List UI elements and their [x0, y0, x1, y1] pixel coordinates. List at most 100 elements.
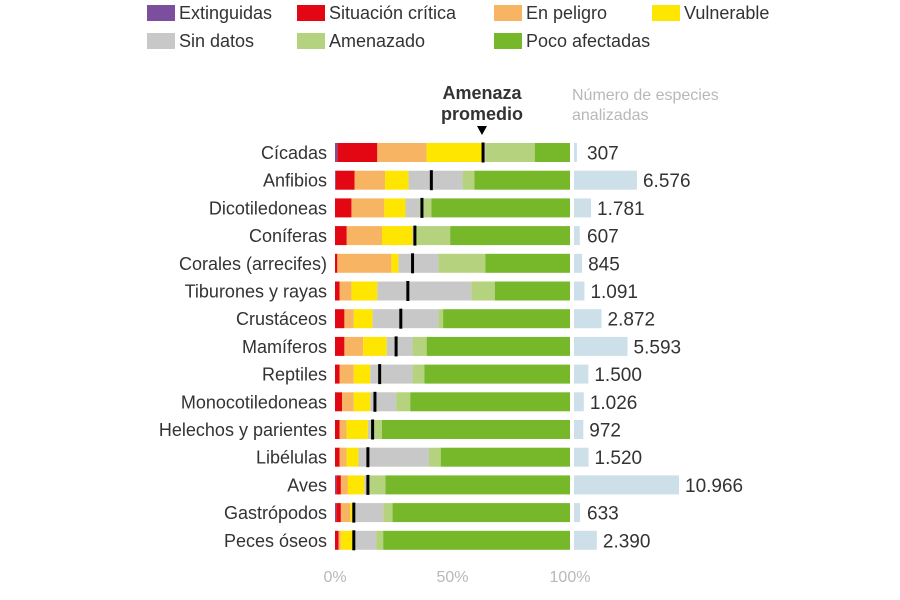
- count-bar: [574, 253, 583, 273]
- bar-segment-vulnerable: [353, 309, 373, 329]
- bar-segment-sin_datos: [405, 198, 420, 218]
- count-label: 1.026: [590, 393, 638, 414]
- bar-segment-peligro: [339, 420, 347, 439]
- bar-segment-vulnerable: [347, 475, 365, 495]
- count-bar: [574, 364, 589, 384]
- bar-segment-poco: [431, 198, 570, 218]
- bar-segment-critica: [336, 475, 341, 495]
- count-bar: [574, 198, 592, 218]
- bar-segment-amenazado: [366, 475, 386, 495]
- legend-label: Amenazado: [329, 30, 426, 51]
- bar-segment-critica: [335, 198, 352, 218]
- bar-segment-poco: [385, 475, 570, 495]
- average-marker: [481, 142, 485, 163]
- bar-segment-extinguidas: [335, 143, 338, 162]
- legend-item-peligro: En peligro: [494, 0, 607, 26]
- count-label: 972: [589, 421, 621, 442]
- bar-segment-amenazado: [414, 226, 451, 246]
- count-bar: [574, 143, 577, 162]
- bar-segment-peligro: [344, 309, 354, 329]
- category-label: Anfibios: [263, 171, 327, 191]
- average-header-line: promedio: [441, 104, 523, 124]
- average-marker: [420, 197, 424, 218]
- count-label: 845: [588, 254, 620, 275]
- average-marker: [429, 170, 433, 191]
- legend-label: Situación crítica: [329, 2, 457, 23]
- bar-segment-poco: [392, 503, 570, 523]
- bar-segment-peligro: [354, 170, 386, 190]
- bar-segment-vulnerable: [353, 364, 371, 384]
- x-tick-label: 100%: [550, 569, 591, 586]
- category-label: Tiburones y rayas: [185, 282, 327, 302]
- bar-segment-poco: [410, 392, 570, 412]
- count-label: 10.966: [685, 476, 743, 497]
- bar-segment-sin_datos: [352, 530, 377, 550]
- legend-swatch: [297, 5, 325, 21]
- bar-segment-vulnerable: [384, 198, 406, 218]
- bar-segment-vulnerable: [346, 420, 368, 439]
- count-label: 5.593: [634, 337, 682, 358]
- count-label: 1.091: [590, 282, 638, 303]
- bar-segment-poco: [443, 309, 570, 329]
- legend-swatch: [147, 33, 175, 49]
- bar-segment-poco: [440, 447, 570, 467]
- bar-segment-poco: [450, 226, 570, 246]
- bar-segment-peligro: [346, 226, 382, 246]
- count-bar: [574, 475, 679, 495]
- bar-segment-critica: [335, 420, 340, 439]
- bar-segment-peligro: [339, 364, 354, 384]
- bar-segment-critica: [335, 253, 338, 273]
- average-marker: [399, 308, 403, 329]
- bar-segment-amenazado: [438, 253, 486, 273]
- bar-segment-vulnerable: [351, 281, 378, 301]
- category-label: Mamíferos: [242, 337, 327, 357]
- count-bar: [574, 530, 597, 550]
- bar-segment-critica: [335, 364, 340, 384]
- bar-segment-sin_datos: [367, 420, 371, 439]
- category-label: Helechos y parientes: [159, 420, 327, 440]
- bar-segment-critica: [335, 226, 347, 246]
- bar-segment-amenazado: [396, 392, 411, 412]
- bar-segment-peligro: [351, 198, 385, 218]
- category-label: Gastrópodos: [224, 503, 327, 523]
- average-marker: [352, 530, 356, 551]
- bar-segment-vulnerable: [363, 336, 387, 356]
- bar-segment-extinguidas: [335, 475, 337, 495]
- bar-segment-peligro: [344, 336, 364, 356]
- legend-item-sin_datos: Sin datos: [147, 28, 254, 54]
- bar-segment-amenazado: [462, 170, 475, 190]
- legend-swatch: [494, 33, 522, 49]
- count-label: 1.500: [594, 365, 642, 386]
- average-marker: [394, 336, 398, 357]
- bar-segment-critica: [335, 530, 339, 550]
- legend-label: Poco afectadas: [526, 30, 651, 51]
- legend-label: En peligro: [526, 2, 608, 23]
- bar-segment-amenazado: [370, 420, 382, 439]
- x-tick-label: 50%: [436, 569, 468, 586]
- bar-segment-critica: [335, 336, 345, 356]
- category-label: Libélulas: [256, 448, 327, 468]
- count-label: 307: [587, 144, 619, 165]
- count-label: 1.781: [597, 199, 645, 220]
- bar-segment-sin_datos: [408, 170, 463, 190]
- bar-segment-amenazado: [383, 503, 393, 523]
- average-marker: [378, 364, 382, 385]
- count-bar: [574, 309, 602, 329]
- bar-segment-peligro: [338, 530, 341, 550]
- bar-segment-poco: [424, 364, 570, 384]
- bar-segment-sin_datos: [354, 503, 384, 523]
- category-label: Cícadas: [261, 143, 327, 163]
- bar-segment-vulnerable: [382, 226, 413, 246]
- bar-segment-amenazado: [429, 447, 441, 467]
- bar-segment-vulnerable: [340, 530, 353, 550]
- bar-segment-sin_datos: [372, 309, 439, 329]
- bar-segment-sin_datos: [377, 281, 472, 301]
- category-label: Monocotiledoneas: [181, 392, 327, 412]
- bar-segment-vulnerable: [391, 253, 399, 273]
- bar-segment-poco: [383, 530, 570, 550]
- average-marker: [413, 225, 417, 246]
- bar-segment-critica: [335, 392, 343, 412]
- bar-segment-critica: [337, 143, 378, 162]
- bar-segment-poco: [426, 336, 570, 356]
